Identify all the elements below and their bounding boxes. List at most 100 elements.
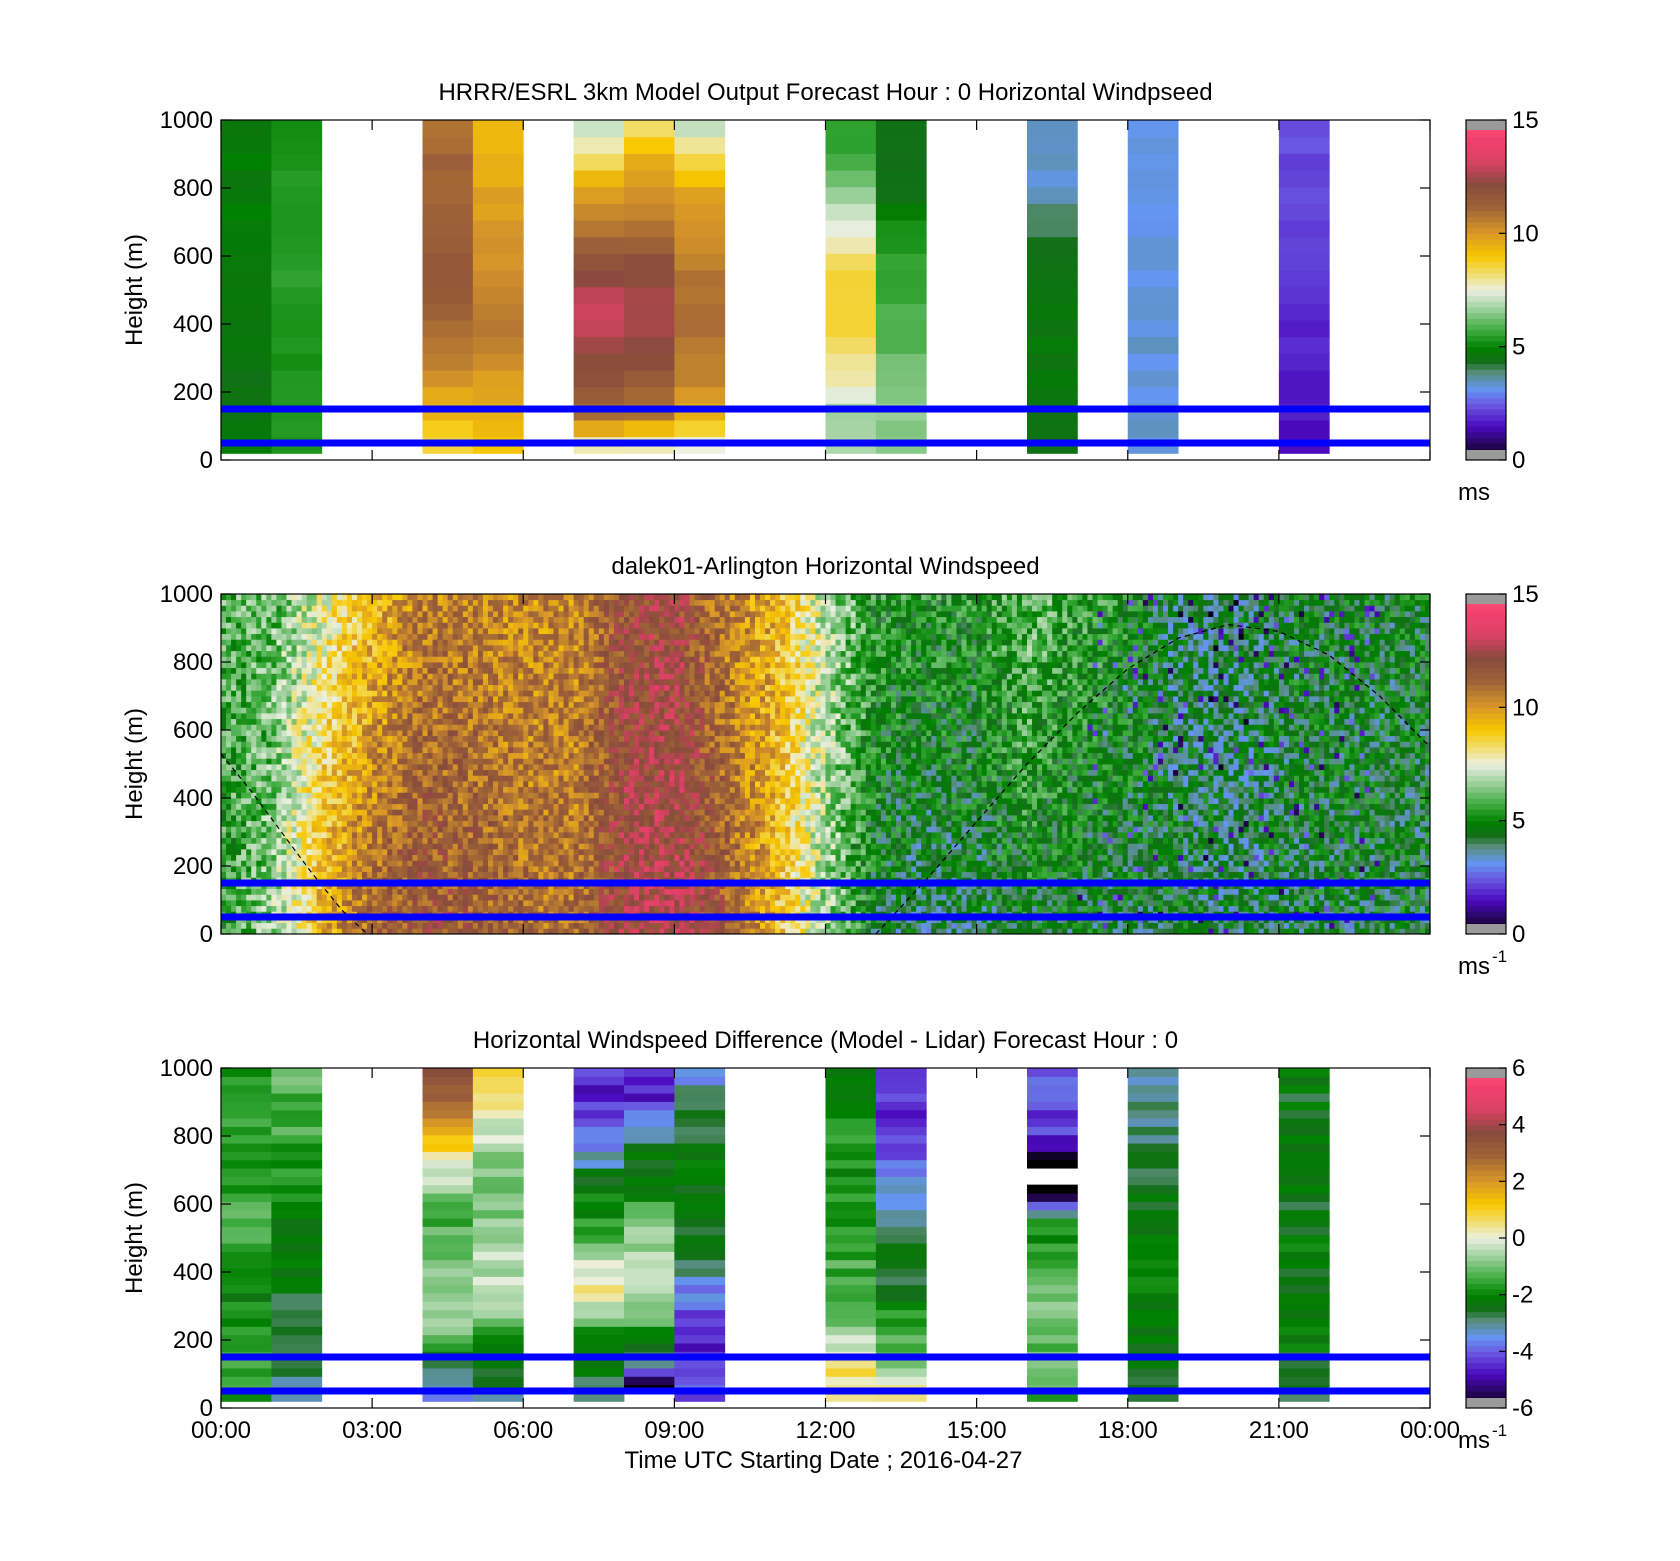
heatmap-cell [311, 849, 318, 856]
heatmap-cell [533, 735, 539, 742]
heatmap-cell [422, 628, 428, 635]
heatmap-cell [341, 764, 348, 771]
heatmap-cell [588, 752, 595, 759]
heatmap-cell [563, 599, 569, 606]
heatmap-cell [231, 900, 237, 907]
heatmap-cell [382, 775, 388, 782]
heatmap-cell [498, 662, 504, 669]
heatmap-cell [412, 888, 418, 895]
heatmap-cell [583, 730, 590, 737]
heatmap-cell [341, 611, 348, 618]
heatmap-cell [422, 696, 428, 703]
heatmap-cell [261, 701, 267, 708]
heatmap-cell [281, 622, 287, 629]
heatmap-cell [271, 707, 277, 714]
heatmap-cell [266, 849, 272, 856]
heatmap-cell [246, 696, 252, 703]
heatmap-cell [276, 775, 282, 782]
heatmap-cell [412, 871, 418, 878]
heatmap-cell [538, 622, 544, 629]
heatmap-cell [241, 803, 247, 810]
heatmap-cell [256, 701, 262, 708]
heatmap-cell [603, 781, 610, 788]
heatmap-cell [477, 673, 484, 680]
heatmap-cell [367, 696, 373, 703]
heatmap-cell [246, 724, 252, 731]
heatmap-cell [246, 741, 252, 748]
heatmap-cell [493, 905, 499, 912]
heatmap-cell [427, 803, 433, 810]
heatmap-cell [432, 860, 439, 867]
heatmap-cell [477, 815, 484, 822]
heatmap-cell [563, 594, 569, 601]
heatmap-cell [598, 645, 605, 652]
heatmap-cell [382, 866, 388, 873]
heatmap-cell [674, 386, 726, 404]
heatmap-cell [508, 673, 514, 680]
heatmap-cell [503, 888, 509, 895]
heatmap-cell [407, 826, 413, 833]
heatmap-cell [412, 905, 418, 912]
heatmap-cell [301, 803, 308, 810]
heatmap-cell [543, 792, 549, 799]
heatmap-cell [351, 645, 358, 652]
heatmap-cell [503, 803, 509, 810]
heatmap-cell [251, 815, 257, 822]
heatmap-cell [341, 599, 348, 606]
heatmap-cell [407, 815, 413, 822]
heatmap-cell [573, 735, 580, 742]
heatmap-cell [467, 696, 474, 703]
heatmap-cell [558, 854, 564, 861]
heatmap-cell [563, 650, 569, 657]
heatmap-cell [608, 922, 615, 929]
heatmap-cell [1127, 153, 1179, 171]
heatmap-cell [558, 764, 564, 771]
colorbar-band [1466, 250, 1506, 257]
heatmap-cell [538, 837, 544, 844]
heatmap-cell [487, 622, 494, 629]
heatmap-cell [221, 679, 227, 686]
heatmap-cell [346, 888, 353, 895]
heatmap-cell [603, 843, 610, 850]
heatmap-cell [402, 837, 408, 844]
heatmap-cell [563, 667, 569, 674]
heatmap-cell [311, 798, 318, 805]
heatmap-cell [291, 741, 297, 748]
heatmap-cell [563, 628, 569, 635]
heatmap-cell [241, 713, 247, 720]
colorbar-band [1466, 324, 1506, 331]
heatmap-cell [528, 832, 534, 839]
heatmap-cell [382, 832, 388, 839]
colorbar-band [1466, 397, 1506, 404]
heatmap-cell [261, 781, 267, 788]
heatmap-cell [412, 611, 418, 618]
heatmap-cell [538, 854, 544, 861]
heatmap-cell [583, 803, 590, 810]
heatmap-cell [593, 837, 600, 844]
colorbar-band [1466, 426, 1506, 433]
heatmap-cell [543, 611, 549, 618]
heatmap-cell [311, 769, 318, 776]
heatmap-cell [548, 724, 554, 731]
heatmap-cell [362, 752, 368, 759]
heatmap-cell [467, 662, 474, 669]
heatmap-cell [362, 905, 368, 912]
heatmap-cell [573, 656, 580, 663]
heatmap-cell [357, 696, 363, 703]
heatmap-cell [548, 730, 554, 737]
heatmap-cell [336, 775, 343, 782]
heatmap-cell [296, 650, 302, 657]
heatmap-cell [432, 894, 439, 901]
heatmap-cell [573, 741, 580, 748]
heatmap-cell [568, 843, 575, 850]
heatmap-cell [553, 900, 559, 907]
heatmap-cell [422, 707, 428, 714]
heatmap-cell [261, 650, 267, 657]
heatmap-cell [462, 673, 469, 680]
heatmap-cell [593, 871, 600, 878]
heatmap-cell [563, 775, 569, 782]
heatmap-cell [603, 752, 610, 759]
heatmap-cell [336, 747, 343, 754]
heatmap-cell [467, 667, 474, 674]
heatmap-cell [266, 633, 272, 640]
